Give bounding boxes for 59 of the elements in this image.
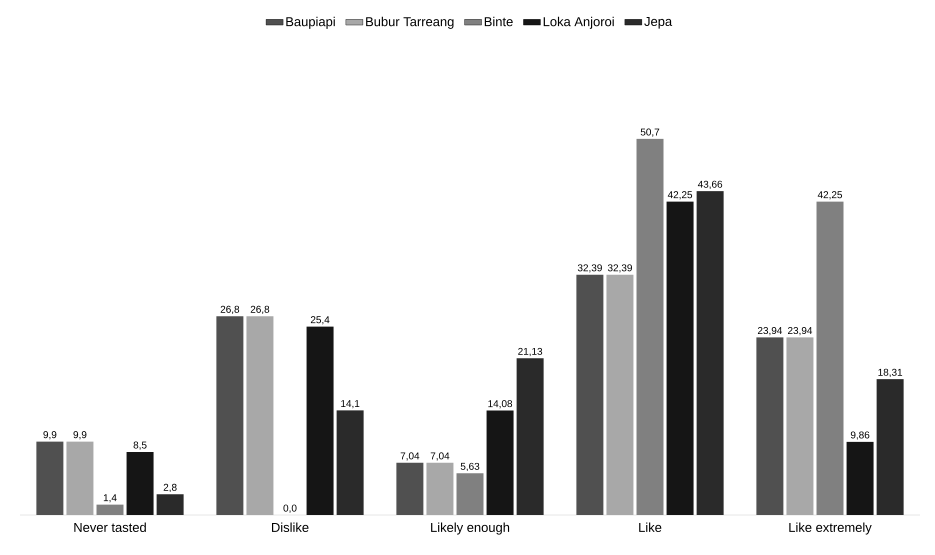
data-label: 7,04	[430, 452, 450, 461]
data-label: 14,08	[488, 400, 512, 408]
data-label: 0,0	[283, 504, 297, 513]
bar	[336, 410, 364, 515]
bar	[516, 358, 544, 515]
legend-label: Baupiapi	[286, 16, 335, 29]
data-label: 26,8	[250, 306, 270, 314]
data-label: 50,7	[640, 128, 660, 137]
data-label: 2,8	[164, 484, 177, 492]
legend-label: Loka Anjoroi	[544, 16, 614, 29]
x-tick-label: Like	[639, 522, 662, 532]
bar	[606, 274, 634, 515]
bar	[576, 274, 604, 515]
bar	[636, 138, 664, 515]
bar	[36, 442, 64, 515]
x-tick-label: Dislike	[272, 522, 308, 532]
bar	[486, 410, 514, 515]
data-label: 21,13	[518, 348, 542, 356]
bar	[816, 202, 844, 515]
legend-label: Bubur Tarreang	[366, 16, 454, 29]
x-tick-label: Like extremely	[789, 522, 872, 535]
bar	[396, 462, 424, 515]
bar	[96, 504, 124, 515]
data-label: 8,5	[134, 442, 147, 450]
data-label: 7,04	[400, 452, 420, 461]
data-label: 1,4	[104, 494, 117, 502]
data-label: 5,63	[460, 462, 480, 472]
bar	[876, 379, 904, 515]
data-label: 9,9	[73, 431, 86, 440]
data-label: 23,94	[758, 327, 782, 336]
data-label: 42,25	[818, 191, 842, 200]
data-label: 18,31	[878, 368, 902, 377]
bar	[786, 337, 814, 515]
data-label: 23,94	[788, 327, 812, 336]
bar	[66, 442, 94, 515]
data-label: 9,86	[850, 431, 870, 440]
bar	[156, 494, 184, 515]
data-label: 32,39	[608, 264, 632, 273]
x-tick-label: Never tasted	[74, 522, 146, 532]
bar	[756, 337, 784, 515]
data-label: 14,1	[341, 400, 360, 408]
data-label: 25,4	[310, 316, 330, 324]
data-label: 9,9	[43, 431, 56, 440]
bar	[246, 316, 274, 515]
bar	[126, 452, 154, 515]
bar	[306, 326, 334, 515]
bar	[216, 316, 244, 515]
bar	[846, 442, 874, 515]
bar	[666, 202, 694, 515]
legend-label: Jepa	[644, 16, 672, 29]
data-label: 32,39	[578, 264, 602, 273]
bar	[696, 191, 724, 515]
data-label: 43,66	[698, 180, 722, 189]
bar	[426, 462, 454, 515]
data-label: 42,25	[668, 191, 692, 200]
data-label: 26,8	[220, 306, 240, 314]
bar	[456, 473, 484, 515]
x-tick-label: Likely enough	[431, 522, 510, 535]
legend-label: Binte	[484, 16, 513, 26]
